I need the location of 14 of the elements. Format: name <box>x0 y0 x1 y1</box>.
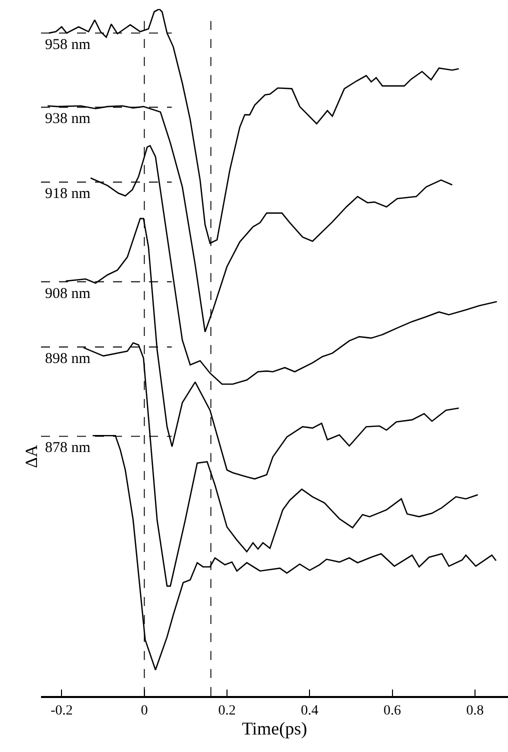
x-tick-label: 0.6 <box>384 704 402 719</box>
ref-line-label: 938 nm <box>45 111 91 127</box>
ref-line-label: 908 nm <box>45 286 91 302</box>
ref-line-label: 878 nm <box>45 440 91 456</box>
y-axis-title: ΔA <box>22 444 41 468</box>
x-tick-label: -0.2 <box>50 704 73 719</box>
ref-line-label: 898 nm <box>45 351 91 367</box>
x-tick-label: 0 <box>140 704 148 719</box>
x-tick-label: 0.2 <box>218 704 236 719</box>
x-tick-label: 0.4 <box>300 704 318 719</box>
ref-line-label: 958 nm <box>45 37 91 53</box>
ref-line-label: 918 nm <box>45 186 91 202</box>
x-axis-title: Time(ps) <box>242 718 308 739</box>
x-tick-label: 0.8 <box>466 704 484 719</box>
